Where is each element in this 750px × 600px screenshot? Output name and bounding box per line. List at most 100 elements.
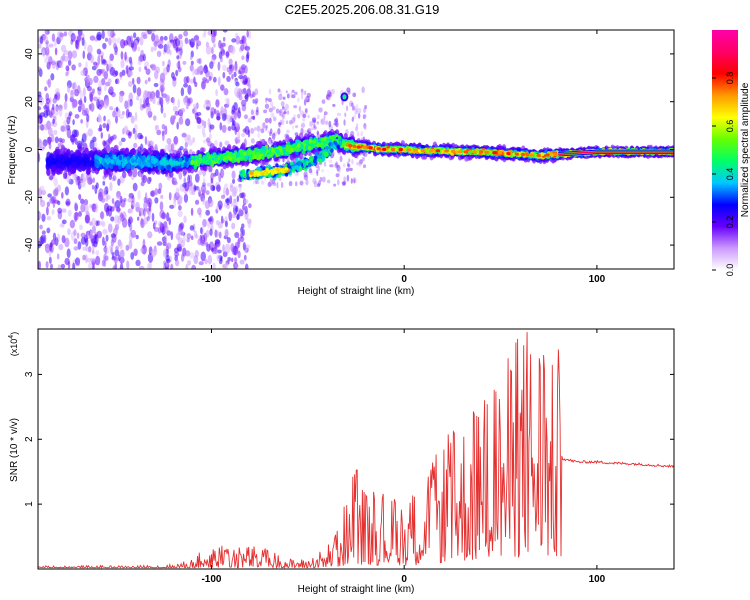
heatmap-cell (136, 76, 141, 85)
heatmap-cell (122, 126, 129, 134)
heatmap-cell (216, 184, 221, 192)
heatmap-cell (189, 225, 195, 231)
heatmap-cell (124, 51, 127, 61)
heatmap-cell (280, 111, 284, 117)
heatmap-cell (146, 263, 151, 269)
heatmap-cell (193, 255, 199, 265)
heatmap-cell (63, 101, 68, 110)
heatmap-cell (214, 139, 218, 147)
heatmap-cell (78, 193, 82, 201)
heatmap-cell (212, 262, 216, 269)
heatmap-cell (147, 147, 152, 155)
heatmap-cell (46, 43, 49, 54)
heatmap-cell (96, 220, 101, 226)
heatmap-cell (82, 87, 86, 97)
heatmap-cell (280, 181, 284, 189)
heatmap-cell (214, 239, 221, 245)
heatmap-cell (109, 181, 113, 192)
heatmap-cell (59, 32, 65, 38)
heatmap-cell (291, 125, 295, 130)
heatmap-cell (207, 198, 214, 208)
heatmap-cell (210, 107, 216, 116)
heatmap-cell (256, 106, 259, 113)
heatmap-cell (190, 38, 195, 48)
heatmap-cell (323, 161, 327, 167)
heatmap-cell (163, 235, 168, 245)
heatmap-cell (63, 31, 68, 37)
heatmap-cell (272, 182, 277, 186)
heatmap-cell (65, 198, 71, 207)
heatmap-cell (111, 198, 115, 204)
heatmap-cell (337, 179, 340, 186)
heatmap-cell (302, 118, 306, 122)
heatmap-cell (190, 60, 194, 65)
heatmap-cell (150, 190, 155, 197)
heatmap-cell (105, 145, 111, 153)
heatmap-cell (47, 193, 52, 198)
heatmap-cell (146, 176, 152, 185)
heatmap-cell (87, 257, 92, 263)
heatmap-cell (120, 51, 124, 60)
heatmap-cell (231, 170, 236, 180)
heatmap-cell (174, 110, 180, 116)
heatmap-cell (120, 212, 124, 219)
heatmap-cell (95, 182, 99, 190)
heatmap-cell (338, 167, 341, 175)
heatmap-cell (54, 47, 58, 56)
heatmap-cell (94, 141, 98, 149)
heatmap-cell (119, 71, 123, 78)
heatmap-cell (264, 117, 270, 124)
heatmap-cell (267, 98, 272, 103)
heatmap-cell (237, 239, 241, 248)
heatmap-cell (226, 197, 230, 206)
heatmap-cell (78, 211, 82, 217)
heatmap-cell (119, 249, 125, 259)
heatmap-cell (134, 130, 138, 141)
heatmap-cell (114, 70, 119, 76)
heatmap-cell (166, 212, 170, 222)
heatmap-cell (215, 219, 221, 226)
heatmap-cell (291, 89, 295, 93)
heatmap-cell (223, 186, 226, 197)
heatmap-cell (38, 260, 42, 269)
heatmap-cell (137, 189, 141, 200)
heatmap-cell (62, 219, 67, 225)
heatmap-cell (282, 96, 286, 100)
heatmap-cell (99, 220, 102, 226)
heatmap-cell (180, 87, 185, 97)
heatmap-cell (181, 132, 187, 138)
heatmap-cell (216, 116, 221, 121)
heatmap-cell (91, 225, 97, 234)
heatmap-cell (148, 111, 153, 116)
heatmap-cell (158, 182, 163, 191)
heatmap-cell (221, 113, 227, 122)
heatmap-cell (344, 112, 347, 118)
heatmap-cell (197, 238, 202, 246)
heatmap-cell (96, 31, 102, 41)
heatmap-cell (347, 161, 350, 167)
heatmap-cell (225, 97, 229, 104)
heatmap-cell (82, 172, 88, 182)
heatmap-cell (254, 88, 259, 96)
heatmap-cell (132, 84, 137, 94)
heatmap-cell (219, 141, 223, 148)
heatmap-cell (178, 205, 182, 211)
heatmap-cell (120, 137, 126, 143)
heatmap-cell (79, 98, 83, 108)
heatmap-cell (325, 94, 329, 100)
heatmap-cell (222, 36, 226, 42)
heatmap-cell (241, 223, 245, 229)
heatmap-cell (76, 260, 80, 267)
heatmap-cell (183, 83, 189, 88)
heatmap-cell (154, 197, 159, 204)
heatmap-cell (253, 109, 257, 116)
heatmap-cell (160, 104, 164, 114)
heatmap-cell (186, 233, 192, 240)
heatmap-cell (285, 90, 288, 94)
heatmap-cell (97, 55, 101, 66)
heatmap-cell (345, 167, 350, 172)
heatmap-cell (187, 98, 191, 107)
heatmap-cell (103, 115, 106, 122)
heatmap-cell (342, 163, 346, 168)
heatmap-cell (120, 59, 125, 68)
